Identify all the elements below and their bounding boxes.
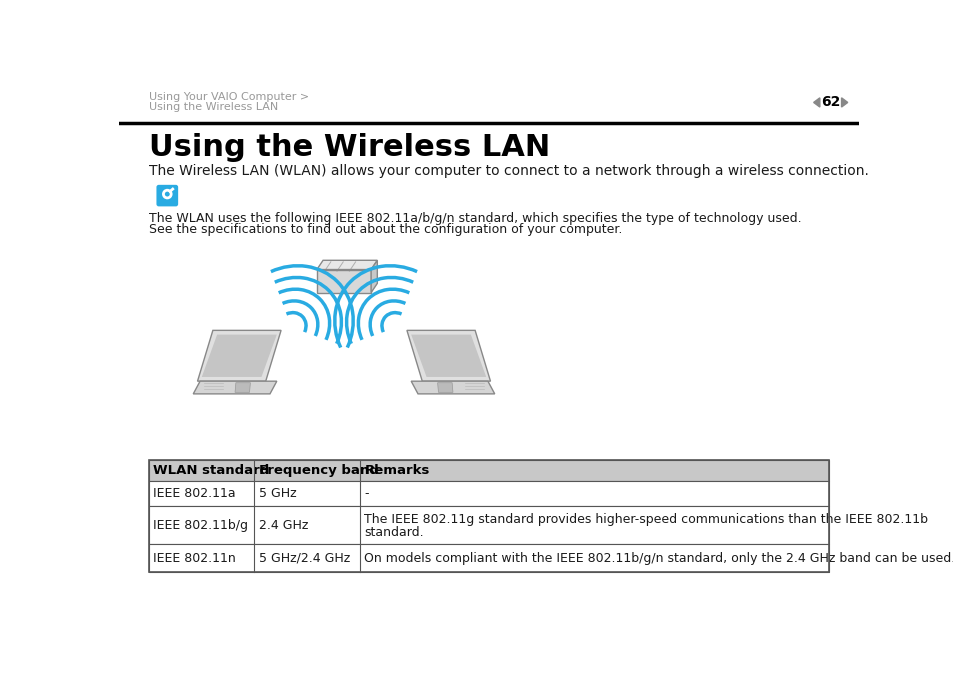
Text: The WLAN uses the following IEEE 802.11a/b/g/n standard, which specifies the typ: The WLAN uses the following IEEE 802.11a… [149, 212, 801, 225]
Text: Remarks: Remarks [364, 464, 429, 477]
Polygon shape [193, 381, 276, 394]
Text: 5 GHz: 5 GHz [258, 487, 296, 500]
Polygon shape [197, 330, 281, 381]
Text: Using Your VAIO Computer >: Using Your VAIO Computer > [149, 92, 309, 102]
Text: Using the Wireless LAN: Using the Wireless LAN [149, 102, 277, 113]
Polygon shape [411, 381, 495, 394]
Text: standard.: standard. [364, 526, 423, 539]
Polygon shape [234, 383, 250, 392]
Bar [149, 481, 828, 506]
FancyBboxPatch shape [156, 185, 178, 206]
Text: WLAN standard: WLAN standard [153, 464, 270, 477]
Text: 2.4 GHz: 2.4 GHz [258, 519, 308, 532]
Bar [149, 460, 828, 481]
Text: The Wireless LAN (WLAN) allows your computer to connect to a network through a w: The Wireless LAN (WLAN) allows your comp… [149, 164, 867, 178]
Text: 62: 62 [821, 96, 840, 109]
Text: The IEEE 802.11g standard provides higher-speed communications than the IEEE 802: The IEEE 802.11g standard provides highe… [364, 513, 927, 526]
Text: 5 GHz/2.4 GHz: 5 GHz/2.4 GHz [258, 552, 350, 565]
Text: Using the Wireless LAN: Using the Wireless LAN [149, 133, 549, 162]
Text: See the specifications to find out about the configuration of your computer.: See the specifications to find out about… [149, 223, 621, 237]
Text: -: - [364, 487, 369, 500]
Text: Frequency band: Frequency band [258, 464, 378, 477]
Text: IEEE 802.11n: IEEE 802.11n [153, 552, 235, 565]
Polygon shape [371, 260, 377, 293]
Text: IEEE 802.11b/g: IEEE 802.11b/g [153, 519, 248, 532]
Polygon shape [411, 334, 486, 377]
Polygon shape [841, 98, 847, 107]
Bar [149, 506, 828, 545]
Text: IEEE 802.11a: IEEE 802.11a [153, 487, 235, 500]
Bar [149, 545, 828, 572]
Text: On models compliant with the IEEE 802.11b/g/n standard, only the 2.4 GHz band ca: On models compliant with the IEEE 802.11… [364, 552, 953, 565]
Polygon shape [316, 270, 371, 293]
Polygon shape [813, 98, 819, 107]
Polygon shape [202, 334, 276, 377]
Polygon shape [407, 330, 490, 381]
Polygon shape [316, 260, 377, 270]
Polygon shape [437, 383, 453, 392]
Bar [149, 460, 828, 572]
